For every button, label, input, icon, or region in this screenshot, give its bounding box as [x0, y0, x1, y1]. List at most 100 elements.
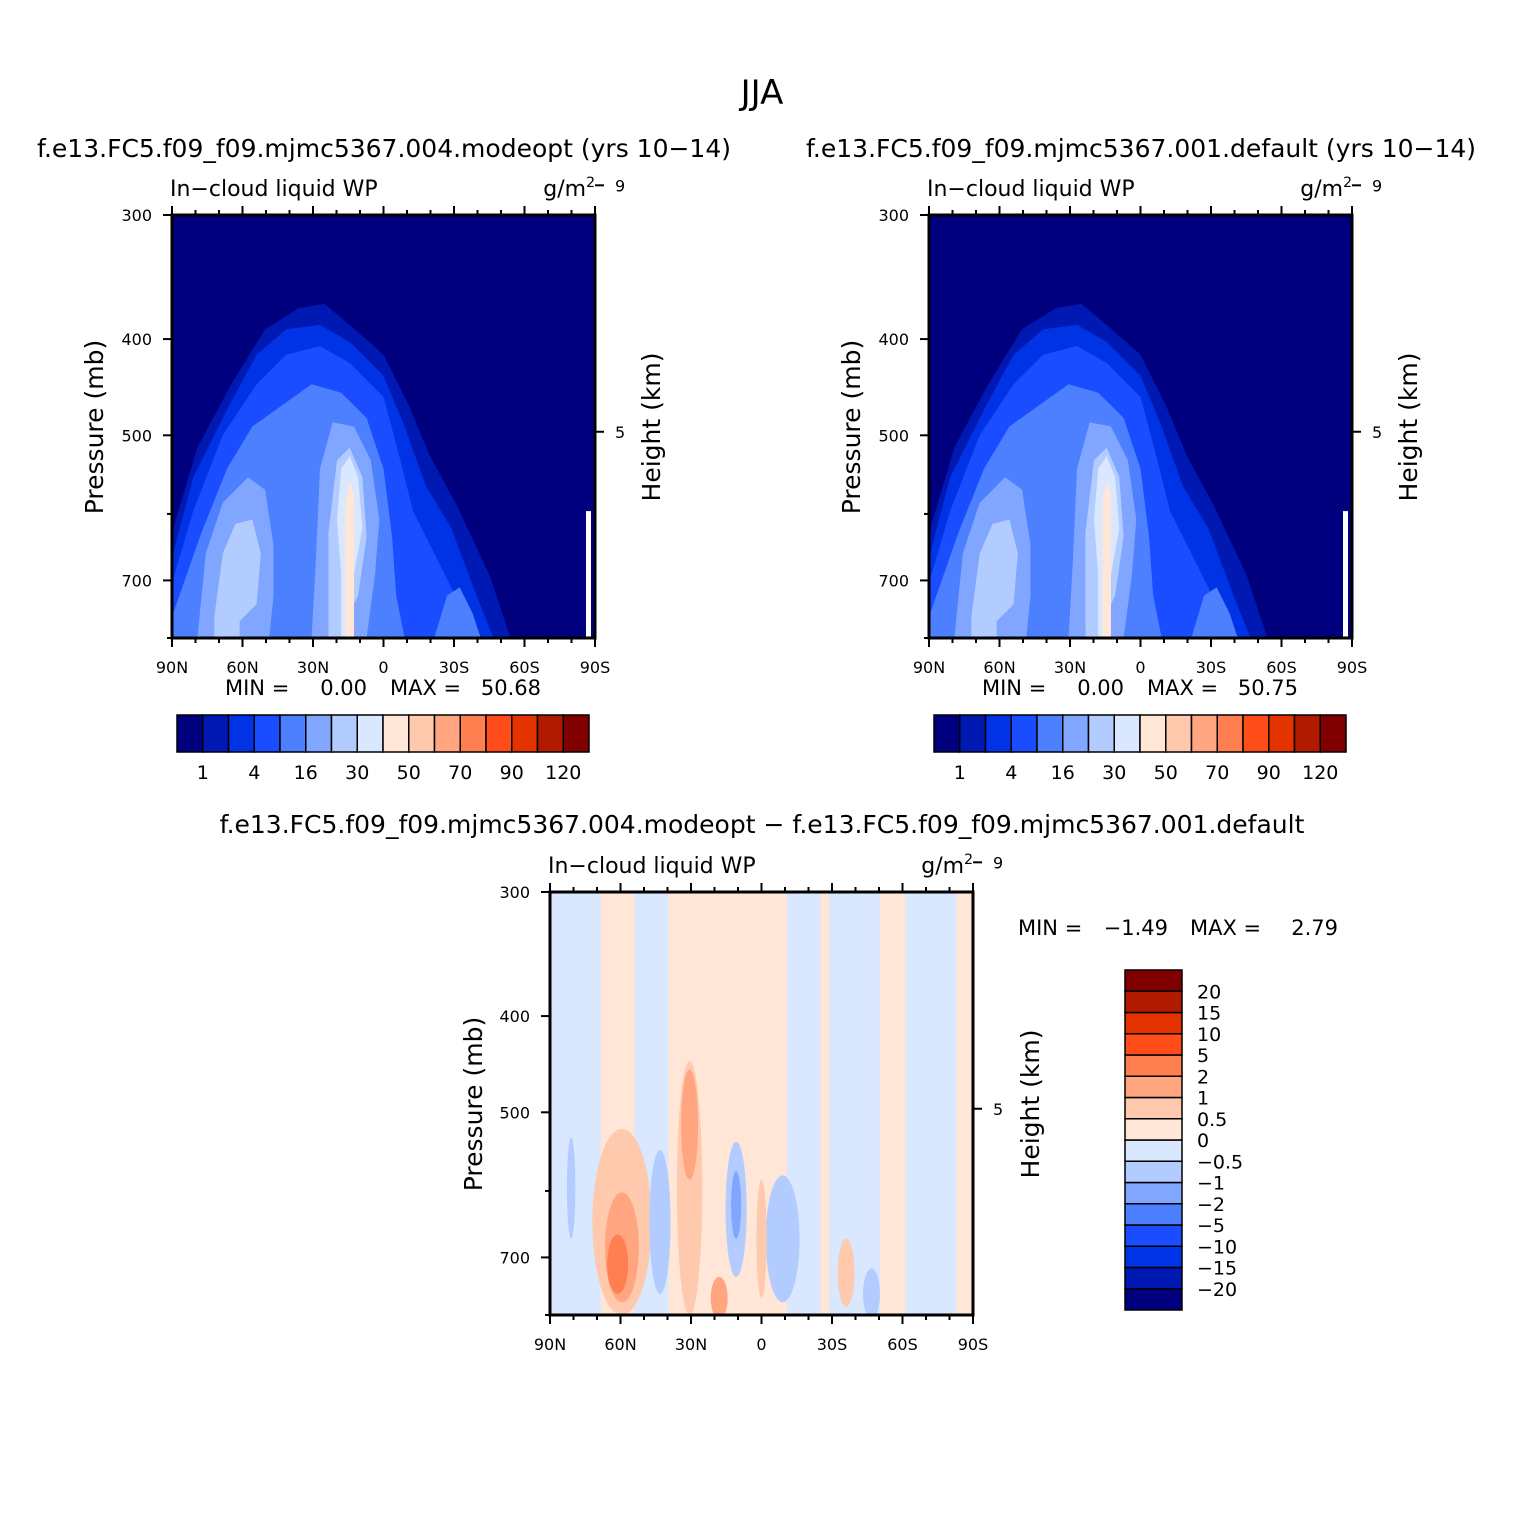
contour-region [710, 1276, 728, 1315]
x-tick-label: 0 [756, 1335, 766, 1354]
colorbar-swatch [1139, 714, 1167, 753]
max-label: MAX = [1147, 676, 1218, 700]
colorbar-label: −0.5 [1197, 1151, 1243, 1173]
y-tick-label: 500 [121, 426, 152, 445]
colorbar-label: −15 [1197, 1258, 1237, 1280]
max-value: 50.75 [1238, 676, 1298, 700]
units-exponent: 2 [964, 852, 973, 868]
colorbar-swatch [1087, 714, 1115, 753]
colorbar-label: 30 [1102, 762, 1126, 784]
colorbar-swatch [536, 714, 564, 753]
units-base: g/m [921, 854, 964, 879]
x-tick-label: 90S [580, 658, 611, 677]
panel-difference: f.e13.FC5.f09_f09.mjmc5367.004.modeopt −… [220, 810, 1338, 1354]
colorbar-swatch [1190, 714, 1218, 753]
colorbar-swatch [1216, 714, 1244, 753]
colorbar-swatch [511, 714, 539, 753]
y-tick-label: 700 [499, 1248, 530, 1267]
y-tick-label: 400 [878, 330, 909, 349]
colorbar-swatch [1268, 714, 1296, 753]
colorbar-swatch [1062, 714, 1090, 753]
min-value: 0.00 [1077, 676, 1124, 700]
panel-case-title: f.e13.FC5.f09_f09.mjmc5367.001.default (… [806, 134, 1476, 163]
x-tick-label: 60N [226, 658, 258, 677]
colorbar-swatch [1293, 714, 1321, 753]
colorbar-swatch [1124, 969, 1183, 992]
colorbar-label: 0 [1197, 1130, 1209, 1152]
y-tick-label: 700 [121, 571, 152, 590]
colorbar-swatch [1124, 1288, 1183, 1311]
x-tick-label: 90S [1337, 658, 1368, 677]
contour-region [345, 481, 354, 638]
colorbar-swatch [1124, 1011, 1183, 1035]
contour-region [905, 892, 957, 1315]
colorbar-label: 1 [1197, 1088, 1209, 1110]
colorbar-swatch [1124, 1096, 1183, 1120]
contour-region [1102, 481, 1111, 638]
y-tick-label: 300 [499, 883, 530, 902]
field-plot [550, 892, 973, 1315]
y-tick-label: 400 [121, 330, 152, 349]
min-value: −1.49 [1104, 916, 1168, 940]
colorbar-swatch [1124, 1224, 1183, 1247]
colorbar-label: 1 [197, 762, 209, 784]
x-tick-label: 30S [439, 658, 470, 677]
colorbar-swatch [485, 714, 513, 753]
colorbar-swatch [356, 714, 384, 753]
panel-default: f.e13.FC5.f09_f09.mjmc5367.001.default (… [806, 134, 1476, 784]
colorbar-label: 70 [1205, 762, 1229, 784]
x-tick-label: 60N [983, 658, 1015, 677]
missing-data [1343, 511, 1348, 638]
colorbar-swatch [1124, 1033, 1183, 1056]
colorbar-swatch [1319, 714, 1347, 753]
max-value: 2.79 [1291, 916, 1338, 940]
colorbar-label: 30 [345, 762, 369, 784]
x-tick-label: 30N [1054, 658, 1086, 677]
x-tick-label: 90N [156, 658, 188, 677]
colorbar-swatch [330, 714, 358, 753]
contour-region [829, 892, 880, 1315]
colorbar-swatch [1124, 1139, 1183, 1162]
colorbar-label: 10 [1197, 1024, 1221, 1046]
y-right-tick-label: 9 [993, 853, 1003, 872]
max-label: MAX = [1190, 916, 1261, 940]
field-contours [550, 892, 957, 1315]
x-tick-label: 60N [604, 1335, 636, 1354]
colorbar-swatch [382, 714, 410, 753]
x-tick-label: 30N [675, 1335, 707, 1354]
colorbar-label: 5 [1197, 1045, 1209, 1067]
colorbar: 1 4 16 30 50 70 90 120 [933, 714, 1347, 784]
colorbar: 1 4 16 30 50 70 90 120 [176, 714, 590, 784]
colorbar-label: −10 [1197, 1236, 1237, 1258]
colorbar-swatch [1242, 714, 1270, 753]
colorbar-swatch [1124, 1245, 1183, 1269]
colorbar-swatch [1124, 1266, 1183, 1290]
colorbar-label: 90 [500, 762, 524, 784]
colorbar-label: 4 [1005, 762, 1017, 784]
colorbar-swatch [984, 714, 1012, 753]
colorbar-label: 120 [545, 762, 581, 784]
field-plot [929, 215, 1352, 638]
colorbar-swatch [227, 714, 255, 753]
contour-region [971, 519, 1018, 638]
contour-region [756, 1179, 767, 1299]
colorbar-label: 16 [1051, 762, 1075, 784]
max-value: 50.68 [481, 676, 541, 700]
colorbar-label: −2 [1197, 1194, 1225, 1216]
x-tick-label: 60S [1266, 658, 1297, 677]
colorbar-label: 20 [1197, 981, 1221, 1003]
min-value: 0.00 [320, 676, 367, 700]
field-contours [929, 303, 1348, 638]
colorbar-label: 0.5 [1197, 1109, 1227, 1131]
min-label: MIN = [982, 676, 1046, 700]
x-tick-label: 30S [1196, 658, 1227, 677]
field-plot [172, 215, 595, 638]
colorbar-swatch [1124, 1118, 1183, 1141]
missing-data [586, 511, 591, 638]
colorbar-swatch [279, 714, 307, 753]
colorbar-label: 4 [248, 762, 260, 784]
axes: 90N 60N 30N 0 30S 60S 90S 300 400 500 700 9 5 [878, 176, 1382, 677]
y-tick-label: 300 [878, 206, 909, 225]
